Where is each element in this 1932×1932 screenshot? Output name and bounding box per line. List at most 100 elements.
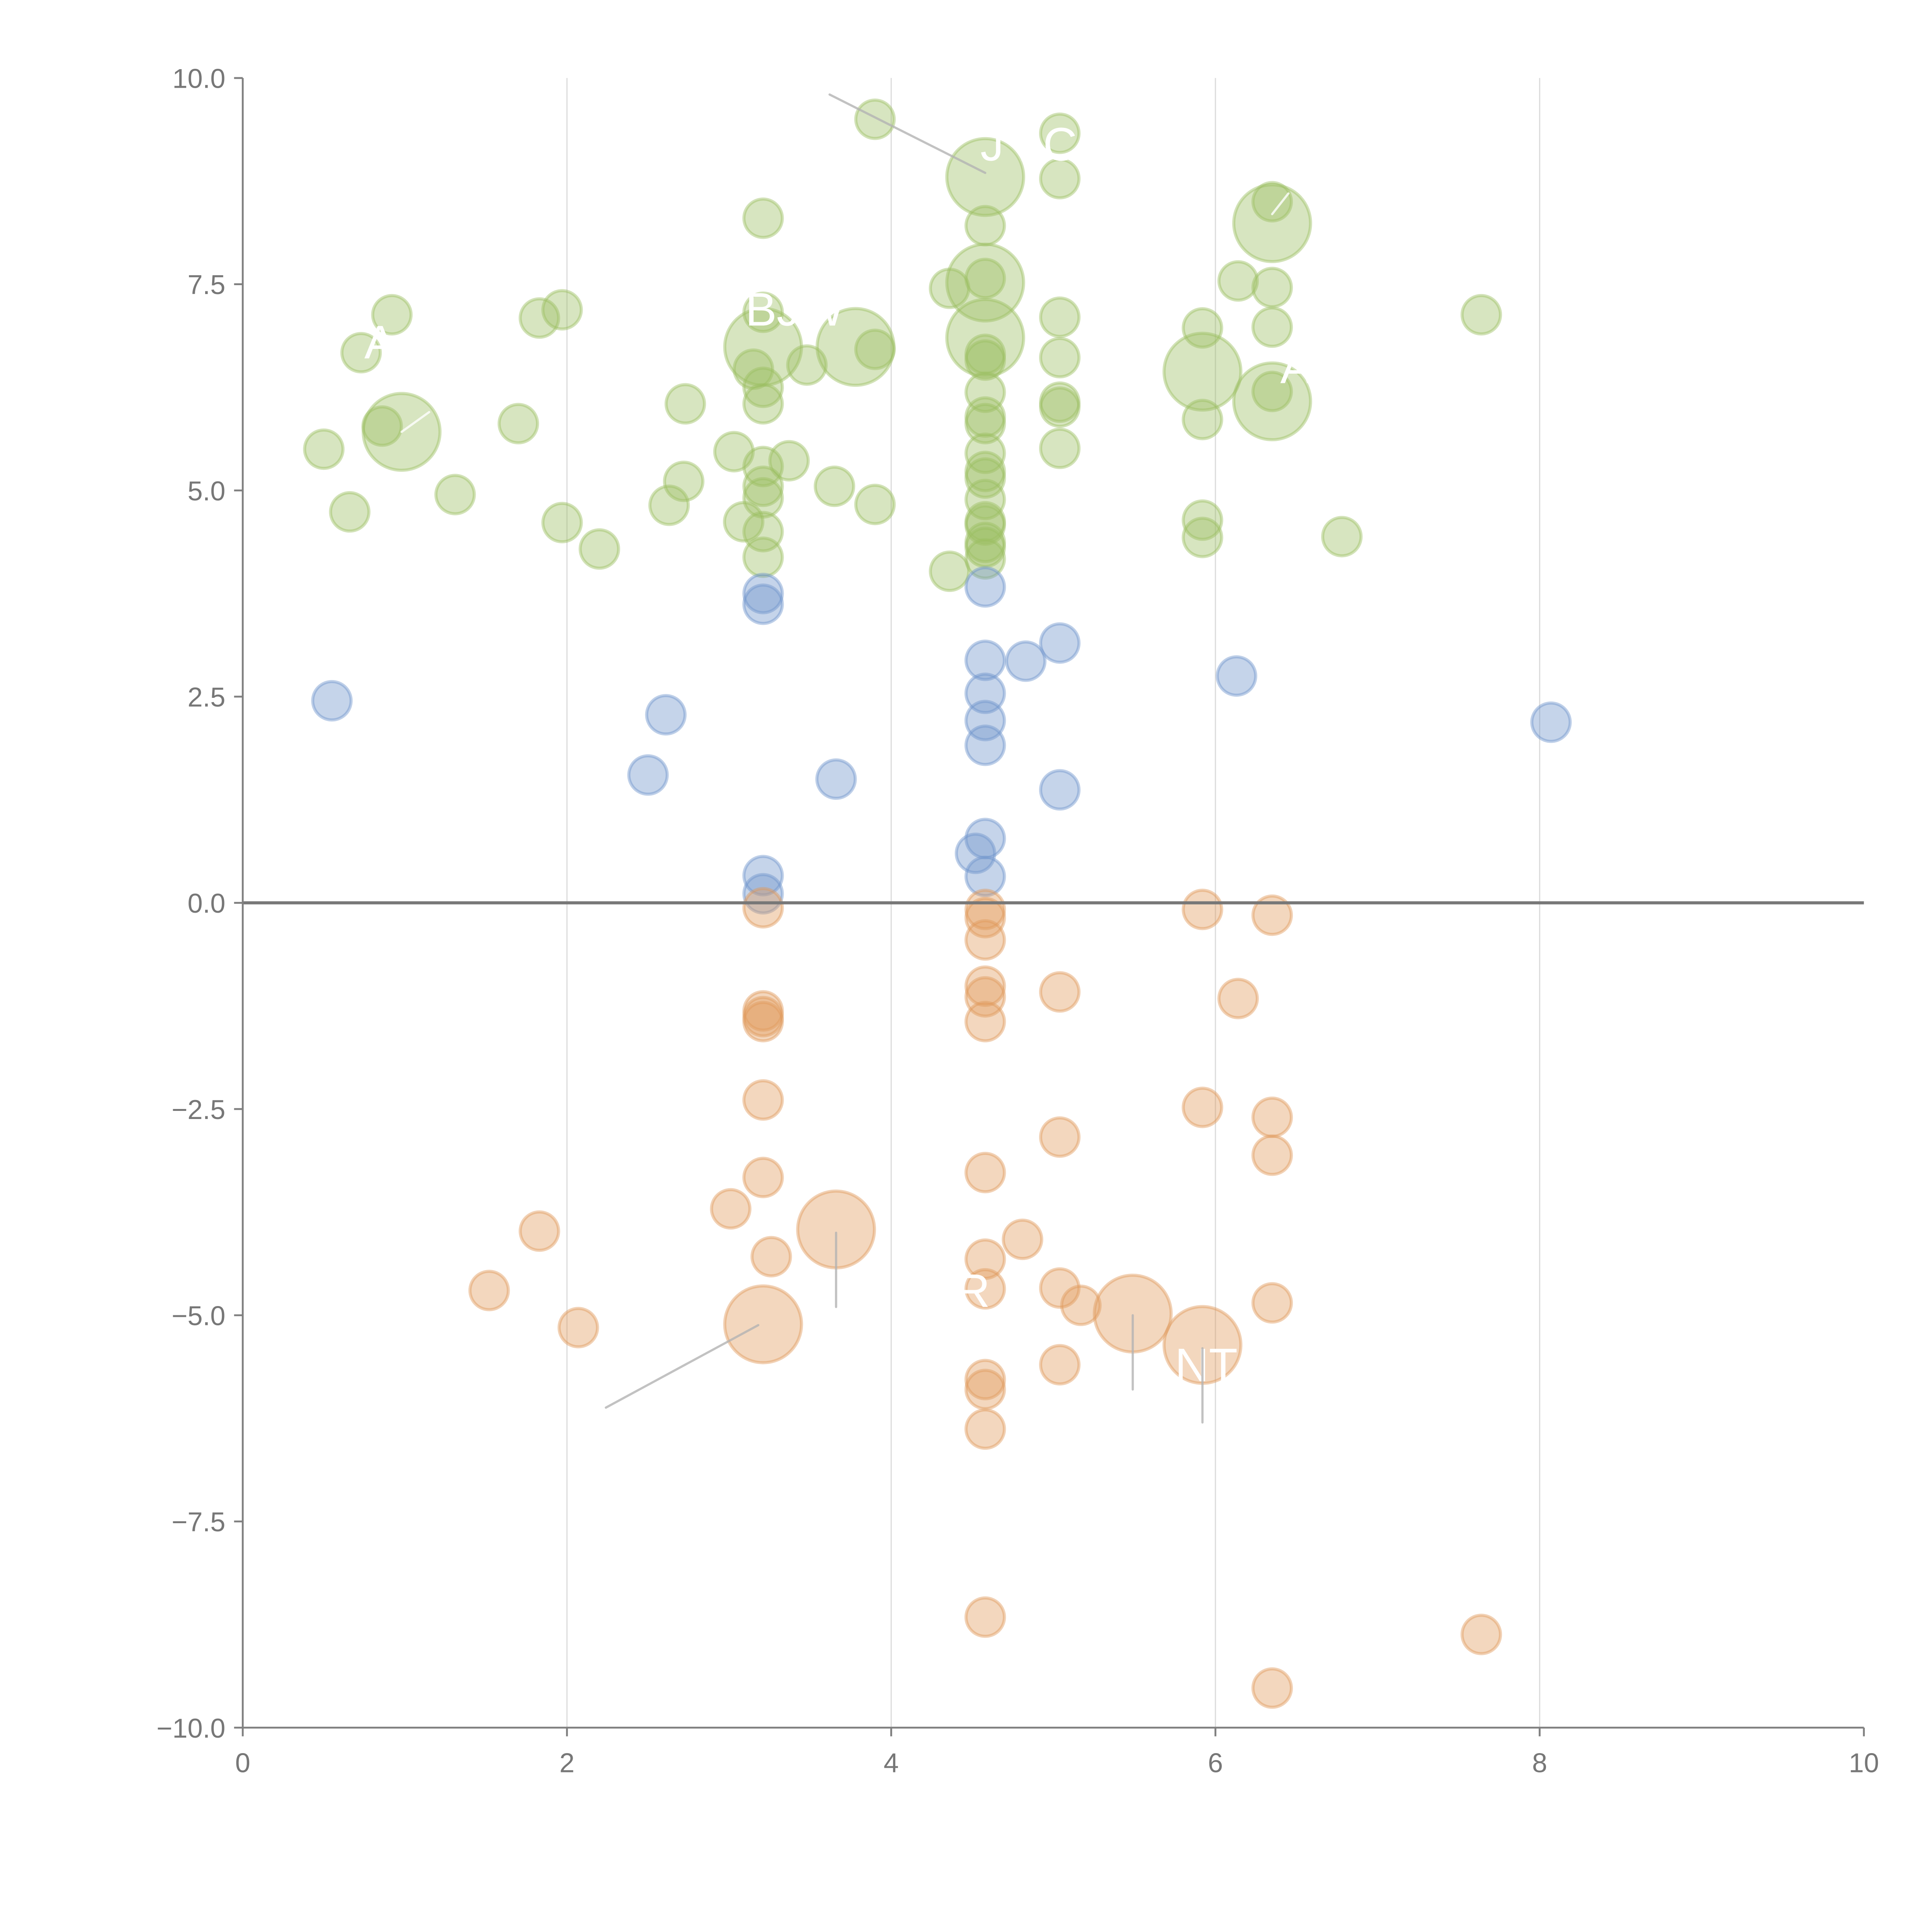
data-point-green (964, 501, 1006, 543)
data-point-green (929, 267, 971, 309)
data-point-green (1182, 307, 1223, 349)
data-point-green (664, 383, 706, 425)
data-point-green (1232, 183, 1312, 263)
data-point-green (648, 484, 690, 526)
data-point-orange (964, 1369, 1006, 1410)
data-point-orange (1251, 1667, 1293, 1709)
data-point-green (1251, 306, 1293, 348)
data-point-green (1039, 427, 1081, 469)
annotation-leader-line (1271, 192, 1290, 216)
y-tick-label: −10.0 (156, 1713, 225, 1743)
data-point-green (964, 205, 1006, 247)
data-point-orange (742, 1079, 784, 1121)
data-point-blue (964, 566, 1006, 608)
data-point-orange (964, 965, 1006, 1007)
data-point-orange (964, 1001, 1006, 1043)
data-point-green (1232, 361, 1312, 442)
data-point-blue (954, 832, 997, 874)
data-point-green (1251, 371, 1293, 412)
data-point-orange (519, 1210, 560, 1252)
data-point-orange (742, 996, 784, 1037)
data-point-green (929, 550, 971, 592)
data-point-green (964, 522, 1006, 563)
data-point-orange (964, 1268, 1006, 1310)
annotation-label: A (1280, 341, 1311, 393)
data-point-orange (1060, 1284, 1102, 1326)
data-point-orange (1251, 1096, 1293, 1138)
data-point-blue (627, 754, 669, 796)
data-point-green (964, 396, 1006, 438)
data-point-blue (964, 700, 1006, 742)
data-point-orange (964, 1151, 1006, 1194)
data-point-green (340, 332, 382, 374)
annotation-label: R (956, 1264, 990, 1317)
data-point-orange (1251, 1134, 1293, 1176)
annotation-label: NT (1175, 1339, 1238, 1391)
x-tick-label: 0 (235, 1748, 250, 1778)
annotation-leader-line (605, 1324, 760, 1409)
data-point-orange (742, 1001, 784, 1043)
data-point-blue (964, 818, 1006, 859)
data-point-green (1162, 332, 1243, 412)
data-point-green (815, 307, 896, 387)
data-point-green (742, 291, 784, 333)
data-point-green (434, 474, 476, 515)
data-point-blue (742, 573, 784, 614)
data-point-green (371, 294, 413, 336)
data-point-green (1182, 517, 1223, 558)
data-point-green (945, 137, 1026, 217)
y-tick-label: 7.5 (187, 269, 225, 300)
data-point-orange (1039, 971, 1081, 1013)
annotation-label: BJW (745, 283, 845, 335)
data-point-green (361, 405, 403, 447)
y-tick-label: 2.5 (187, 682, 225, 713)
data-point-orange (964, 1359, 1006, 1401)
data-point-green (742, 465, 784, 507)
data-point-orange (1002, 1218, 1043, 1260)
data-point-orange (1182, 1087, 1223, 1128)
x-tick-label: 2 (560, 1748, 575, 1778)
data-point-green (742, 511, 784, 553)
x-tick-label: 8 (1532, 1748, 1547, 1778)
data-point-orange (1182, 888, 1223, 930)
y-tick-label: −5.0 (172, 1300, 225, 1331)
data-point-green (964, 339, 1006, 381)
data-point-blue (964, 672, 1006, 714)
data-point-green (1182, 499, 1223, 541)
data-point-green (768, 440, 810, 482)
data-point-green (742, 197, 784, 239)
data-point-blue (964, 855, 1006, 897)
data-point-orange (723, 1284, 803, 1364)
data-point-blue (964, 724, 1006, 766)
data-point-green (723, 307, 803, 387)
data-point-orange (964, 1596, 1006, 1638)
data-point-green (303, 428, 345, 470)
data-point-green (964, 538, 1006, 580)
data-point-green (1217, 260, 1259, 302)
data-point-green (519, 297, 560, 339)
data-point-green (945, 242, 1026, 323)
data-point-green (1039, 386, 1081, 428)
data-point-green (713, 431, 755, 473)
data-point-green (854, 483, 896, 526)
data-point-green (964, 371, 1006, 413)
data-point-green (742, 477, 784, 519)
y-tick-label: −2.5 (172, 1094, 225, 1125)
data-point-green (497, 403, 539, 445)
data-point-blue (1216, 655, 1257, 697)
data-point-green (786, 344, 828, 386)
annotation-label: J I C I (980, 118, 1103, 170)
data-point-green (854, 98, 896, 140)
annotation-leader-line (828, 93, 986, 174)
data-point-green (945, 298, 1026, 378)
data-point-green (964, 479, 1006, 520)
data-point-green (1039, 337, 1081, 379)
data-point-green (964, 403, 1006, 445)
data-point-green (1251, 181, 1293, 223)
data-point-orange (964, 888, 1006, 930)
data-point-green (733, 348, 774, 390)
data-point-green (742, 446, 784, 488)
data-point-green (329, 491, 371, 533)
y-tick-label: −7.5 (172, 1507, 225, 1537)
data-point-orange (964, 1408, 1006, 1450)
